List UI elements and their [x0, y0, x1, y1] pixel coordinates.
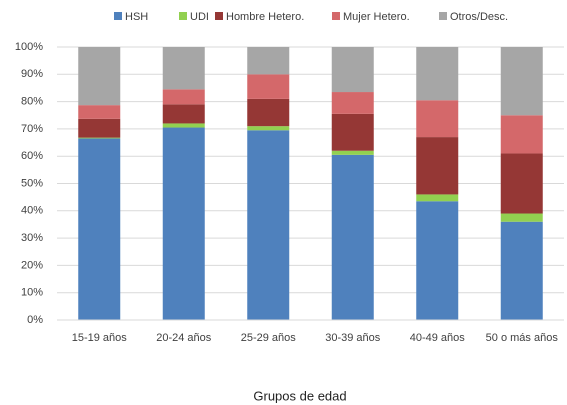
bar-segment	[500, 221, 543, 320]
bar-segment	[162, 47, 205, 90]
bar-segment	[331, 47, 374, 93]
bar-segment	[416, 47, 459, 101]
bar-segment	[78, 47, 121, 106]
bar-segment	[500, 47, 543, 116]
y-tick-label: 80%	[21, 96, 43, 108]
legend-label: HSH	[125, 11, 148, 23]
bar-segment	[247, 130, 290, 320]
bar-segment	[78, 105, 121, 119]
bar-segment	[331, 92, 374, 114]
bar-segment	[78, 118, 121, 138]
y-tick-label: 30%	[21, 232, 43, 244]
y-tick-label: 0%	[27, 314, 43, 326]
bar-segment	[416, 137, 459, 195]
y-tick-label: 10%	[21, 287, 43, 299]
bar-segment	[416, 100, 459, 138]
bar-segment	[247, 47, 290, 75]
x-tick-label: 20-24 años	[156, 332, 212, 344]
legend-swatch	[439, 12, 447, 20]
legend-swatch	[215, 12, 223, 20]
legend-label: Mujer Hetero.	[343, 11, 410, 23]
bar-segment	[500, 213, 543, 222]
y-tick-label: 90%	[21, 68, 43, 80]
bar-segment	[162, 123, 205, 128]
x-axis-title: Grupos de edad	[253, 388, 346, 403]
bar-segment	[500, 153, 543, 214]
bar-segment	[500, 115, 543, 154]
legend-label: UDI	[190, 11, 209, 23]
y-tick-label: 70%	[21, 123, 43, 135]
y-tick-label: 20%	[21, 259, 43, 271]
bar-segment	[247, 74, 290, 99]
bar-segment	[416, 194, 459, 202]
legend-label: Hombre Hetero.	[226, 11, 304, 23]
y-tick-label: 60%	[21, 150, 43, 162]
y-tick-label: 50%	[21, 177, 43, 189]
legend-swatch	[179, 12, 187, 20]
bar-segment	[78, 137, 121, 139]
legend-swatch	[332, 12, 340, 20]
bar-segment	[162, 89, 205, 105]
x-tick-label: 50 o más años	[486, 332, 559, 344]
x-tick-label: 25-29 años	[241, 332, 297, 344]
bar-segment	[162, 127, 205, 320]
x-tick-label: 30-39 años	[325, 332, 381, 344]
bar-segment	[247, 126, 290, 131]
bar-segment	[416, 201, 459, 320]
legend-label: Otros/Desc.	[450, 11, 508, 23]
bar-segment	[331, 154, 374, 320]
bar-segment	[78, 138, 121, 320]
y-tick-label: 100%	[15, 41, 43, 53]
legend-swatch	[114, 12, 122, 20]
bar-segment	[247, 98, 290, 127]
bar-segment	[331, 113, 374, 151]
x-tick-label: 40-49 años	[410, 332, 466, 344]
y-tick-label: 40%	[21, 205, 43, 217]
bar-segment	[331, 150, 374, 155]
bar-segment	[162, 104, 205, 124]
x-tick-label: 15-19 años	[72, 332, 128, 344]
